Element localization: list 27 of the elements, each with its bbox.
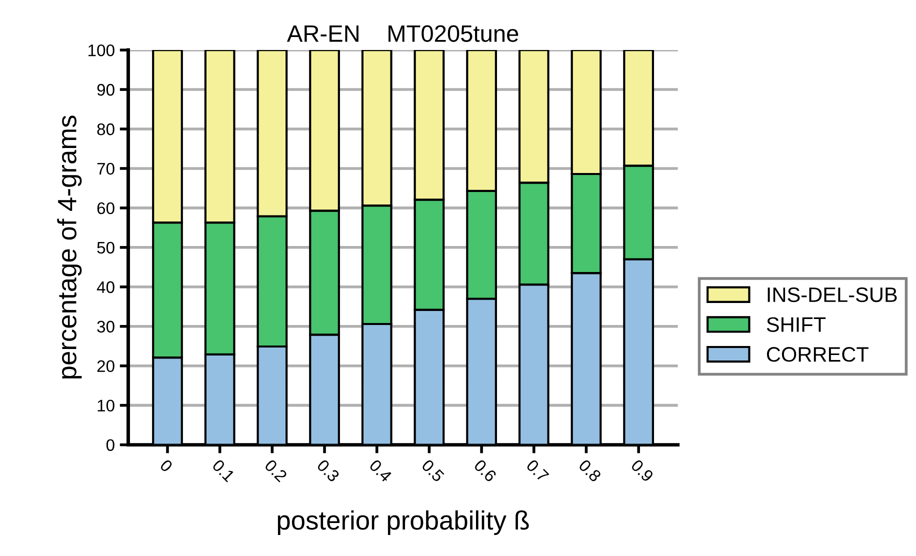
chart-title: AR-EN MT0205tune — [286, 25, 518, 42]
x-tick-label: 0.7 — [526, 458, 550, 482]
legend-label: INS-DEL-SUB — [768, 287, 897, 302]
legend-label: SHIFT — [766, 317, 826, 332]
x-tick-label: 0 — [159, 458, 174, 473]
y-tick-label: 50 — [97, 242, 114, 254]
x-tick-label: 0.3 — [316, 458, 340, 483]
y-tick-label: 100 — [88, 44, 114, 56]
y-tick-label: 0 — [106, 439, 114, 452]
y-tick-label: 40 — [96, 281, 114, 294]
x-tick-label: 0.8 — [578, 458, 602, 483]
legend-label: CORRECT — [766, 347, 868, 362]
y-tick-label: 30 — [97, 320, 114, 333]
y-tick-label: 80 — [97, 123, 114, 136]
y-tick-label: 10 — [98, 400, 114, 412]
y-axis-title: percentage of 4-grams — [57, 116, 82, 378]
x-tick-label: 0.5 — [421, 458, 445, 483]
y-tick-label: 90 — [97, 84, 114, 96]
x-tick-label: 0.4 — [368, 458, 393, 483]
y-tick-label: 60 — [97, 202, 114, 214]
y-tick-label: 70 — [97, 162, 114, 175]
x-tick-label: 0.6 — [473, 458, 498, 483]
x-tick-label: 0.1 — [212, 458, 236, 482]
x-tick-label: 0.9 — [630, 458, 654, 482]
x-axis-title: posterior probability ß — [278, 510, 529, 535]
y-tick-label: 20 — [97, 360, 114, 372]
x-tick-label: 0.2 — [264, 458, 288, 482]
